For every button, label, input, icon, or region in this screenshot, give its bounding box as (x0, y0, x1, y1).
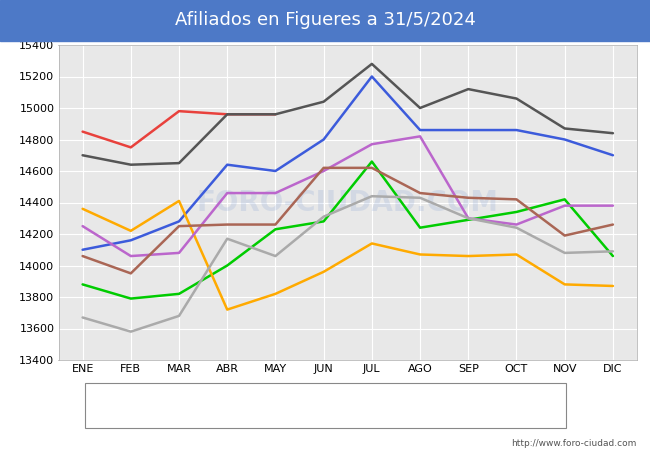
Text: http://www.foro-ciudad.com: http://www.foro-ciudad.com (512, 439, 637, 448)
Text: Afiliados en Figueres a 31/5/2024: Afiliados en Figueres a 31/5/2024 (175, 11, 475, 29)
Legend: 2024, 2023, 2022, 2021, 2020, 2019, 2018, 2017: 2024, 2023, 2022, 2021, 2020, 2019, 2018… (87, 400, 563, 410)
Text: FORO-CIUDAD.COM: FORO-CIUDAD.COM (197, 189, 499, 216)
